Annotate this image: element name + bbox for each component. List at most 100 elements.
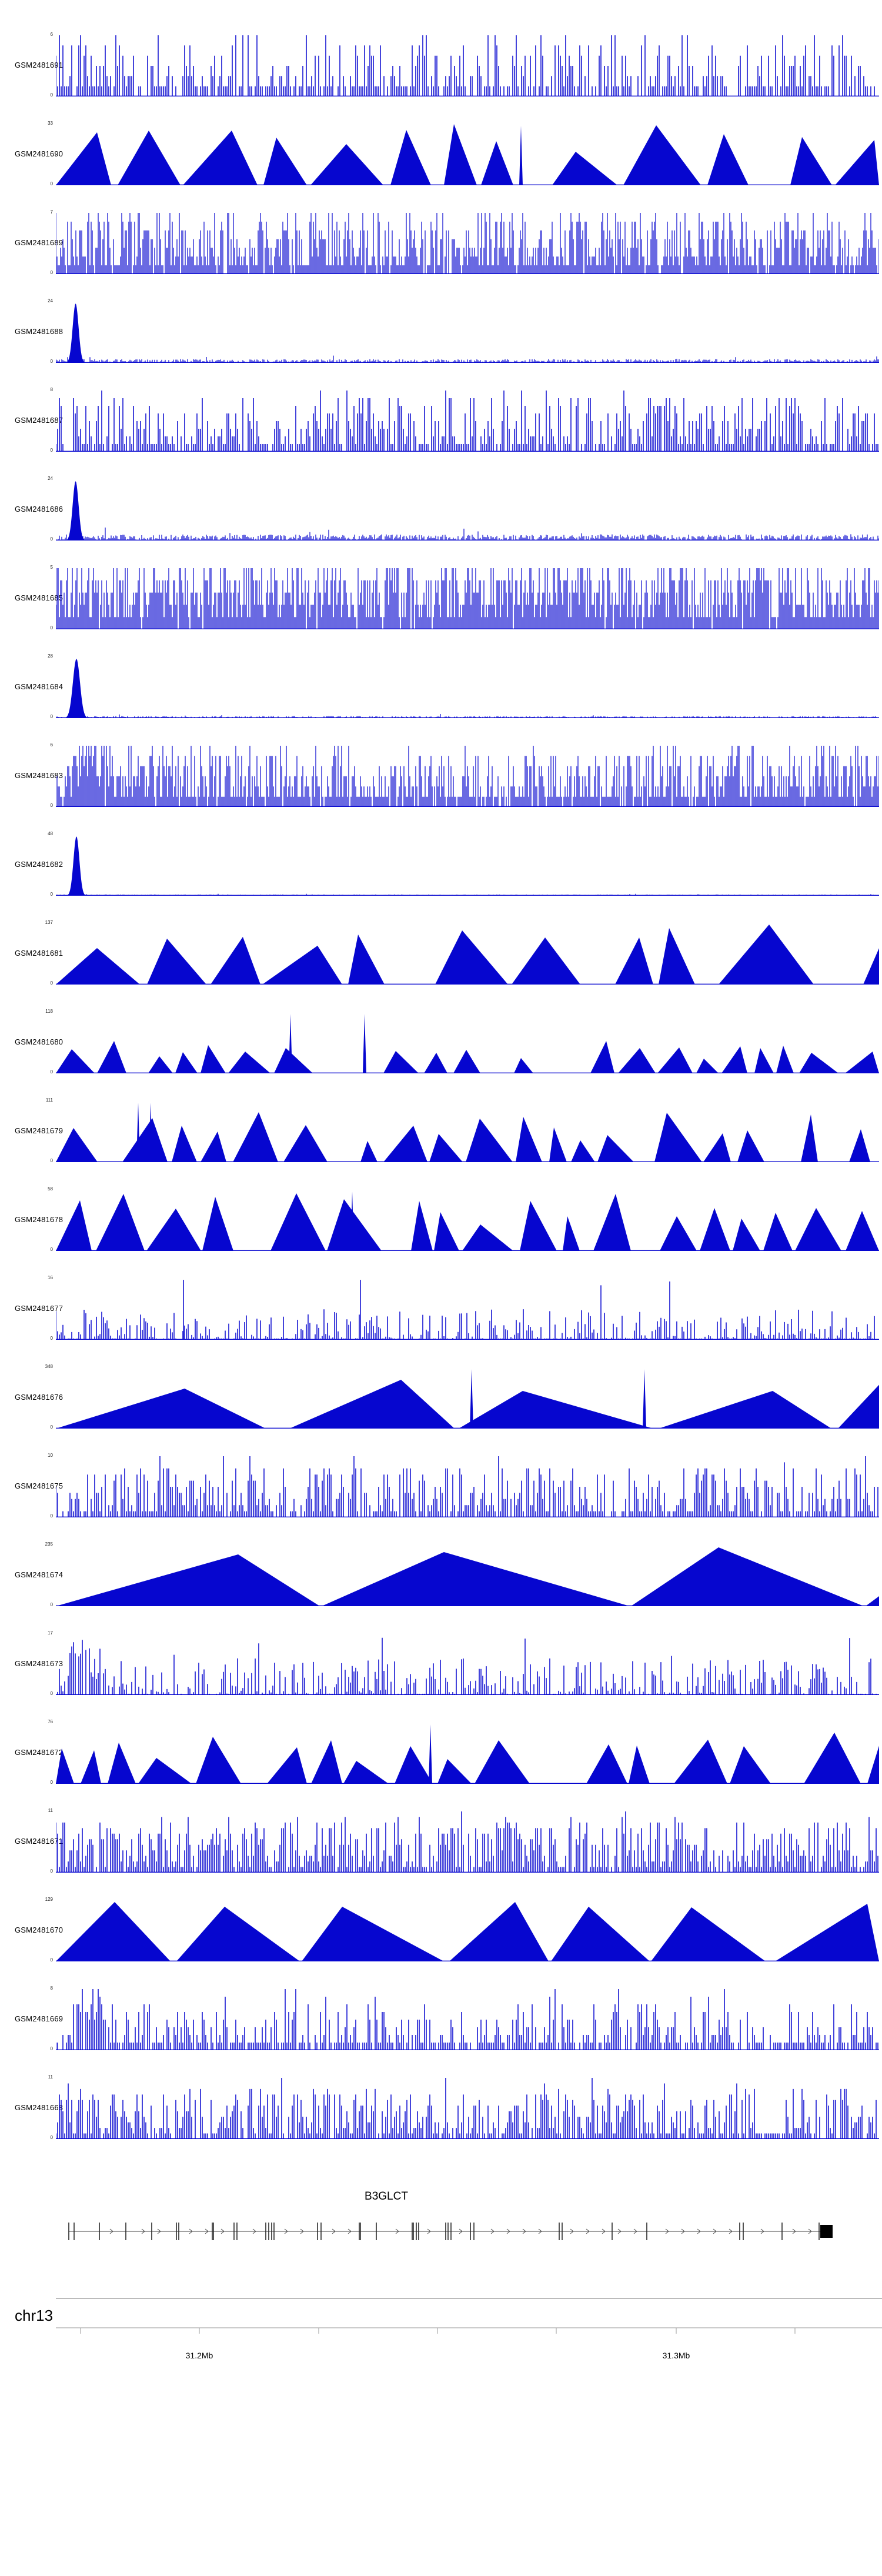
track-signal-plot — [56, 1012, 879, 1073]
strand-arrow — [205, 2228, 209, 2234]
track-signal-plot — [56, 1811, 879, 1873]
track-ymax-label: 5 — [50, 565, 53, 570]
track-row: GSM2481671 11 0 — [0, 1797, 882, 1886]
track-ymin-label: 0 — [50, 359, 53, 364]
track-ymin-label: 0 — [50, 625, 53, 630]
signal-fill — [56, 1014, 879, 1073]
track-signal-plot — [56, 479, 879, 540]
gene-model-track — [68, 2223, 833, 2240]
track-signal-plot — [56, 1101, 879, 1162]
track-row: GSM2481670 129 0 — [0, 1886, 882, 1975]
track-sample-label: GSM2481684 — [15, 682, 64, 691]
signal-peak — [62, 659, 91, 718]
track-signal-plot — [56, 568, 879, 629]
signal-fill — [56, 1902, 879, 1961]
track-sample-label: GSM2481677 — [15, 1304, 64, 1313]
strand-arrow — [332, 2228, 336, 2234]
track-sample-label: GSM2481688 — [15, 327, 64, 336]
track-ymin-label: 0 — [50, 1424, 53, 1430]
signal-bars — [56, 1456, 878, 1517]
strand-arrow — [729, 2228, 733, 2234]
track-signal-plot — [56, 1190, 879, 1251]
strand-arrow — [522, 2228, 526, 2234]
track-row: GSM2481691 6 0 — [0, 21, 882, 110]
track-ymax-label: 8 — [50, 387, 53, 392]
track-row: GSM2481674 235 0 — [0, 1531, 882, 1620]
track-ymax-label: 348 — [45, 1364, 53, 1369]
strand-arrow — [141, 2228, 145, 2234]
track-ymin-label: 0 — [50, 181, 53, 186]
signal-bars — [56, 528, 879, 540]
strand-arrow — [490, 2228, 495, 2234]
track-sample-label: GSM2481686 — [15, 505, 64, 513]
track-sample-label: GSM2481681 — [15, 949, 64, 957]
strand-arrow — [220, 2228, 225, 2234]
track-ymax-label: 11 — [48, 2074, 53, 2080]
strand-arrow — [570, 2228, 574, 2234]
track-ymax-label: 7 — [50, 209, 53, 215]
strand-arrow — [681, 2228, 685, 2234]
signal-bars — [56, 714, 879, 718]
track-ymin-label: 0 — [50, 1868, 53, 1874]
track-signal-plot — [56, 1367, 879, 1429]
signal-bars — [56, 213, 879, 274]
strand-arrow — [586, 2228, 590, 2234]
track-ymax-label: 129 — [45, 1897, 53, 1902]
strand-arrow — [617, 2228, 622, 2234]
track-signal-plot — [56, 746, 879, 807]
strand-arrow — [109, 2228, 113, 2234]
track-ymax-label: 111 — [45, 1097, 53, 1103]
track-sample-label: GSM2481671 — [15, 1837, 64, 1846]
track-sample-label: GSM2481675 — [15, 1481, 64, 1490]
gene-name-label: B3GLCT — [365, 2190, 408, 2203]
signal-bars — [56, 1811, 878, 1873]
track-signal-plot — [56, 835, 879, 896]
track-ymin-label: 0 — [50, 536, 53, 542]
track-signal-plot — [56, 1989, 879, 2050]
track-sample-label: GSM2481668 — [15, 2103, 64, 2112]
track-signal-plot — [56, 35, 879, 96]
track-ymin-label: 0 — [50, 1336, 53, 1341]
track-row: GSM2481689 7 0 — [0, 199, 882, 288]
track-row: GSM2481669 8 0 — [0, 1975, 882, 2064]
track-ymin-label: 0 — [50, 1691, 53, 1696]
strand-arrow — [808, 2228, 812, 2234]
track-ymax-label: 6 — [50, 32, 53, 37]
track-ymax-label: 24 — [48, 476, 53, 481]
track-row: GSM2481668 11 0 — [0, 2064, 882, 2153]
signal-bars — [57, 1637, 877, 1695]
track-ymax-label: 16 — [48, 1275, 53, 1280]
track-signal-plot — [56, 1634, 879, 1695]
track-row: GSM2481677 16 0 — [0, 1264, 882, 1353]
track-ymin-label: 0 — [50, 980, 53, 986]
track-row: GSM2481686 24 0 — [0, 465, 882, 554]
track-sample-label: GSM2481673 — [15, 1659, 64, 1668]
strand-arrow — [157, 2228, 161, 2234]
tracks-panel: GSM2481691 6 0 GSM2481690 33 0 GSM2481689 7 0 GSM… — [0, 21, 882, 2153]
track-sample-label: GSM2481672 — [15, 1748, 64, 1757]
signal-bars — [56, 391, 878, 452]
track-ymax-label: 28 — [48, 653, 53, 659]
track-ymax-label: 118 — [45, 1009, 53, 1014]
track-ymax-label: 17 — [48, 1630, 53, 1636]
track-ymin-label: 0 — [50, 92, 53, 98]
track-row: GSM2481675 10 0 — [0, 1442, 882, 1531]
signal-bars — [56, 893, 879, 896]
track-sample-label: GSM2481690 — [15, 149, 64, 158]
track-ymax-label: 76 — [48, 1719, 53, 1724]
signal-bars — [56, 1989, 878, 2050]
track-sample-label: GSM2481670 — [15, 1926, 64, 1934]
coordinate-ruler: 31.2Mb 31.3Mb — [56, 2327, 882, 2360]
track-row: GSM2481679 111 0 — [0, 1087, 882, 1176]
track-row: GSM2481681 137 0 — [0, 909, 882, 998]
track-signal-plot — [56, 1545, 879, 1606]
track-signal-plot — [56, 302, 879, 363]
track-ymax-label: 235 — [45, 1541, 53, 1547]
track-ymin-label: 0 — [50, 1247, 53, 1252]
track-sample-label: GSM2481674 — [15, 1570, 64, 1579]
strand-arrow — [300, 2228, 304, 2234]
strand-arrow — [665, 2228, 669, 2234]
track-ymin-label: 0 — [50, 803, 53, 808]
signal-fill — [56, 1192, 879, 1251]
